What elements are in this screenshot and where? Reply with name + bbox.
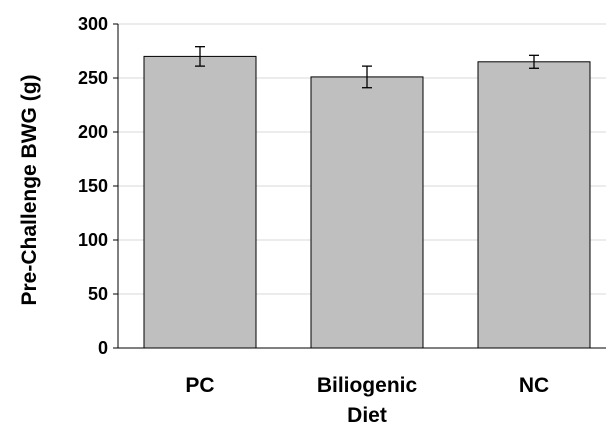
x-category-label: PC — [185, 374, 214, 397]
bars — [143, 46, 591, 349]
y-tick-label: 100 — [78, 230, 108, 250]
y-tick-label: 300 — [78, 14, 108, 34]
x-category-label: NC — [519, 374, 549, 397]
y-tick-label: 0 — [98, 338, 108, 358]
y-tick-label: 200 — [78, 122, 108, 142]
labels: 0 50 100 150 200 250 300 PC Biliogenic Diet NC — [78, 14, 549, 427]
x-category-label-line: NC — [519, 374, 549, 397]
bar — [310, 76, 424, 349]
x-category-label-line: PC — [185, 374, 214, 397]
y-axis-title: Pre-Challenge BWG (g) — [18, 74, 41, 305]
y-tick-label: 250 — [78, 68, 108, 88]
x-category-label: Biliogenic Diet — [317, 374, 418, 427]
y-tick-label: 50 — [88, 284, 108, 304]
x-category-label-line: Biliogenic — [317, 374, 418, 397]
y-tick-label: 150 — [78, 176, 108, 196]
axes — [113, 23, 606, 349]
bar — [143, 55, 257, 349]
bar — [477, 61, 591, 349]
x-category-label-line: Diet — [347, 404, 387, 427]
